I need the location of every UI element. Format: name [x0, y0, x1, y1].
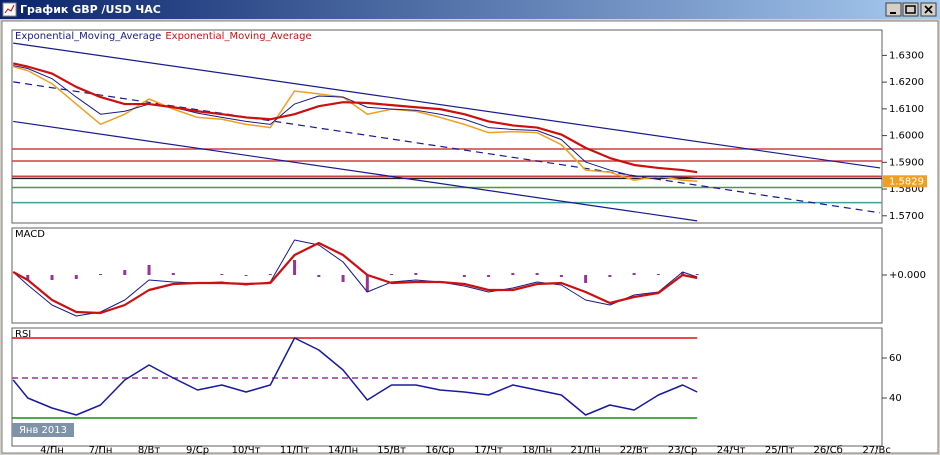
- histogram-bar: [123, 270, 127, 275]
- y-tick-label: 1.6300: [889, 50, 924, 61]
- trendline: [13, 81, 881, 214]
- x-tick-label: 25/Пт: [765, 445, 795, 455]
- histogram-bar: [414, 273, 418, 275]
- panel-frame: [11, 29, 883, 224]
- x-tick-label: 10/Чт: [232, 445, 261, 455]
- x-tick-label: 26/Сб: [814, 445, 843, 455]
- histogram-bar: [244, 275, 248, 276]
- x-tick-label: 9/Ср: [186, 445, 209, 455]
- histogram-bar: [487, 275, 491, 277]
- x-tick-label: 7/Пн: [89, 445, 113, 455]
- histogram-bar: [341, 275, 345, 282]
- series-line: [12, 239, 698, 317]
- x-tick-label: 14/Пн: [328, 445, 358, 455]
- x-tick-label: 8/Вт: [138, 445, 161, 455]
- y-tick-label: 40: [889, 393, 902, 404]
- series-line: [12, 241, 698, 315]
- y-tick-label: 1.6100: [889, 104, 924, 115]
- panel-title: RSI: [15, 329, 31, 340]
- maximize-glyph: [905, 5, 916, 14]
- x-tick-label: 21/Пн: [571, 445, 601, 455]
- x-tick-label: 15/Вт: [377, 445, 406, 455]
- x-tick-label: 17/Чт: [474, 445, 503, 455]
- histogram-bar: [656, 274, 660, 275]
- legend-entry: Exponential_Moving_Average: [15, 31, 161, 42]
- histogram-bar: [26, 275, 30, 280]
- histogram-bar: [74, 275, 78, 279]
- histogram-bar: [171, 273, 175, 275]
- x-tick-label: 4/Пн: [40, 445, 64, 455]
- window-icon-glyph: [4, 4, 15, 14]
- x-tick-label: 23/Ср: [668, 445, 697, 455]
- x-tick-label: 11/Пт: [280, 445, 310, 455]
- panel-frame: [11, 327, 883, 447]
- legend-entry: Exponential_Moving_Average: [165, 31, 311, 42]
- histogram-bar: [268, 274, 272, 275]
- histogram-bar: [632, 273, 636, 275]
- histogram-bar: [390, 274, 394, 275]
- histogram-bar: [220, 274, 224, 275]
- histogram-bar: [535, 273, 539, 275]
- histogram-bar: [584, 275, 588, 283]
- series-line: [13, 65, 698, 183]
- panel-frame: [11, 227, 883, 324]
- y-tick-label: 1.5800: [889, 184, 924, 195]
- x-tick-label: 18/Пн: [522, 445, 552, 455]
- x-axis-label: Янв 2013: [19, 425, 67, 436]
- histogram-bar: [99, 274, 103, 275]
- histogram-bar: [681, 272, 685, 275]
- y-tick-label: +0.000: [889, 270, 926, 281]
- y-tick-label: 1.6000: [889, 131, 924, 142]
- window-buttons[interactable]: [885, 2, 937, 17]
- histogram-bar: [365, 275, 369, 292]
- histogram-bar: [695, 274, 699, 275]
- minimize-button[interactable]: [885, 2, 902, 17]
- close-glyph: [924, 5, 933, 14]
- x-tick-label: 24/Чт: [717, 445, 746, 455]
- x-tick-label: 27/Вс: [862, 445, 890, 455]
- trendline: [13, 120, 698, 222]
- x-tick-label: 16/Ср: [425, 445, 454, 455]
- histogram-bar: [511, 273, 515, 275]
- date-badge: [12, 423, 74, 437]
- histogram-bar: [50, 275, 54, 280]
- histogram-bar: [559, 275, 563, 277]
- y-tick-label: 1.5900: [889, 157, 924, 168]
- histogram-bar: [317, 275, 321, 277]
- window-title: График GBP /USD ЧАС: [20, 3, 161, 16]
- title-bar: [0, 0, 940, 19]
- x-tick-label: 22/Вт: [620, 445, 649, 455]
- histogram-bar: [462, 275, 466, 277]
- y-tick-label: 60: [889, 353, 902, 364]
- trendline: [13, 42, 881, 169]
- last-value-label: 1.5829: [889, 176, 924, 187]
- histogram-bar: [147, 265, 151, 275]
- y-tick-label: 1.5700: [889, 211, 924, 222]
- series-line: [12, 337, 698, 416]
- histogram-bar: [608, 275, 612, 277]
- last-value-box: [883, 175, 927, 188]
- panel-title: MACD: [15, 229, 45, 240]
- histogram-bar: [293, 260, 297, 275]
- y-tick-label: 1.6200: [889, 77, 924, 88]
- series-line: [12, 62, 698, 174]
